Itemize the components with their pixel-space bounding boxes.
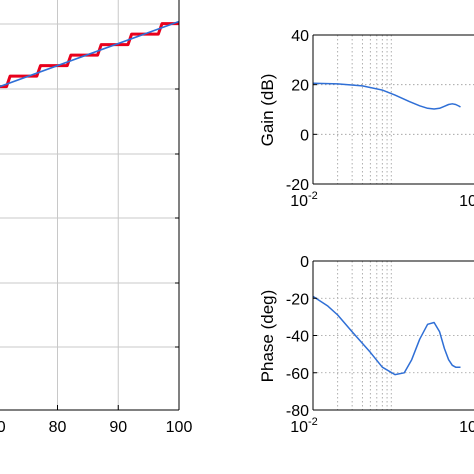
left-plot-xtick-label: 100 [166,419,193,436]
bode-ytick-label: 0 [300,127,309,144]
bode-xtick-label: 10 [459,193,474,210]
phase-plot-ylabel: Phase (deg) [258,290,277,383]
phase-series-line [312,295,461,376]
left-plot-x-ticks: 70 80 90 100 [0,405,192,436]
bode-xtick-label: 10 [459,419,474,436]
bode-ytick-label: -40 [286,329,309,346]
phase-plot-x-ticks: 10-2 10 [290,406,474,436]
bode-ytick-label: 40 [291,28,309,45]
left-plot-xtick-label: 90 [109,419,127,436]
bode-ytick-label: -20 [286,177,309,194]
left-plot-xtick-label: 80 [49,419,67,436]
bode-xtick-label: 10-2 [290,416,318,436]
left-plot-grid [0,0,179,410]
gain-plot: -20 0 20 40 10-2 10 Gain (dB) [258,28,474,210]
bode-ytick-label: 0 [300,254,309,271]
bode-ytick-label: 20 [291,78,309,95]
bode-ytick-label: -80 [286,403,309,420]
gain-plot-series [312,82,461,110]
bode-ytick-label: -20 [286,291,309,308]
bode-xtick-label: 10-2 [290,190,318,210]
phase-plot: -80 -60 -40 -20 0 10-2 10 Phase (deg) [258,254,474,436]
left-plot-series [0,20,180,89]
phase-plot-y-ticks: -80 -60 -40 -20 0 [286,254,317,420]
phase-plot-series [312,295,461,376]
staircase-series-line [0,22,179,89]
left-plot-xtick-label: 70 [0,419,6,436]
gain-plot-x-ticks: 10-2 10 [290,180,474,210]
gain-plot-ylabel: Gain (dB) [258,74,277,147]
smooth-series-line [0,20,180,88]
phase-plot-grid [313,261,474,410]
gain-plot-y-ticks: -20 0 20 40 [286,28,317,194]
bode-ytick-label: -60 [286,366,309,383]
left-plot: 70 80 90 100 [0,0,192,436]
gain-series-line [312,82,461,110]
gain-plot-grid [313,35,474,184]
